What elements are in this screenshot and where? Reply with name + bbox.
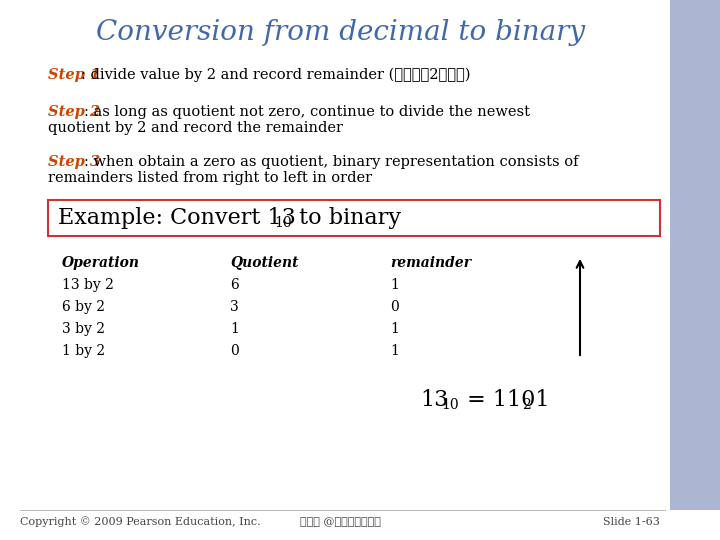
Text: 6: 6 (230, 278, 239, 292)
Text: 3 by 2: 3 by 2 (62, 322, 105, 336)
Text: Example: Convert 13: Example: Convert 13 (58, 207, 296, 229)
Text: Operation: Operation (62, 256, 140, 270)
Text: 10: 10 (441, 398, 459, 412)
Text: : divide value by 2 and record remainder (每次除以2取餘數): : divide value by 2 and record remainder… (81, 68, 470, 83)
Text: 13 by 2: 13 by 2 (62, 278, 114, 292)
Text: : when obtain a zero as quotient, binary representation consists of: : when obtain a zero as quotient, binary… (84, 155, 578, 169)
Text: 1: 1 (390, 322, 399, 336)
Text: 0: 0 (230, 344, 239, 358)
Text: Step 2: Step 2 (48, 105, 100, 119)
Text: to binary: to binary (292, 207, 401, 229)
Text: 10: 10 (274, 216, 292, 230)
Text: = 1101: = 1101 (460, 389, 549, 411)
Text: remainders listed from right to left in order: remainders listed from right to left in … (48, 171, 372, 185)
Text: 1: 1 (230, 322, 239, 336)
Text: 3: 3 (230, 300, 239, 314)
Bar (670, 0, 720, 510)
Text: 2: 2 (522, 398, 531, 412)
Text: 0: 0 (390, 300, 399, 314)
Text: Slide 1-63: Slide 1-63 (603, 517, 660, 527)
Text: Copyright © 2009 Pearson Education, Inc.: Copyright © 2009 Pearson Education, Inc. (20, 517, 261, 528)
Text: : as long as quotient not zero, continue to divide the newest: : as long as quotient not zero, continue… (84, 105, 530, 119)
Text: 1: 1 (390, 278, 399, 292)
Text: quotient by 2 and record the remainder: quotient by 2 and record the remainder (48, 121, 343, 135)
Text: remainder: remainder (390, 256, 471, 270)
Bar (48, 200, 660, 236)
Text: Quotient: Quotient (230, 256, 299, 270)
Text: Conversion from decimal to binary: Conversion from decimal to binary (96, 18, 585, 45)
Text: Step 1: Step 1 (48, 68, 100, 82)
Text: 13: 13 (420, 389, 449, 411)
Text: 1 by 2: 1 by 2 (62, 344, 105, 358)
Text: 1: 1 (390, 344, 399, 358)
Text: 6 by 2: 6 by 2 (62, 300, 105, 314)
Text: Step 3: Step 3 (48, 155, 100, 169)
Text: 蔡文能 @交通大學資工系: 蔡文能 @交通大學資工系 (300, 517, 380, 527)
